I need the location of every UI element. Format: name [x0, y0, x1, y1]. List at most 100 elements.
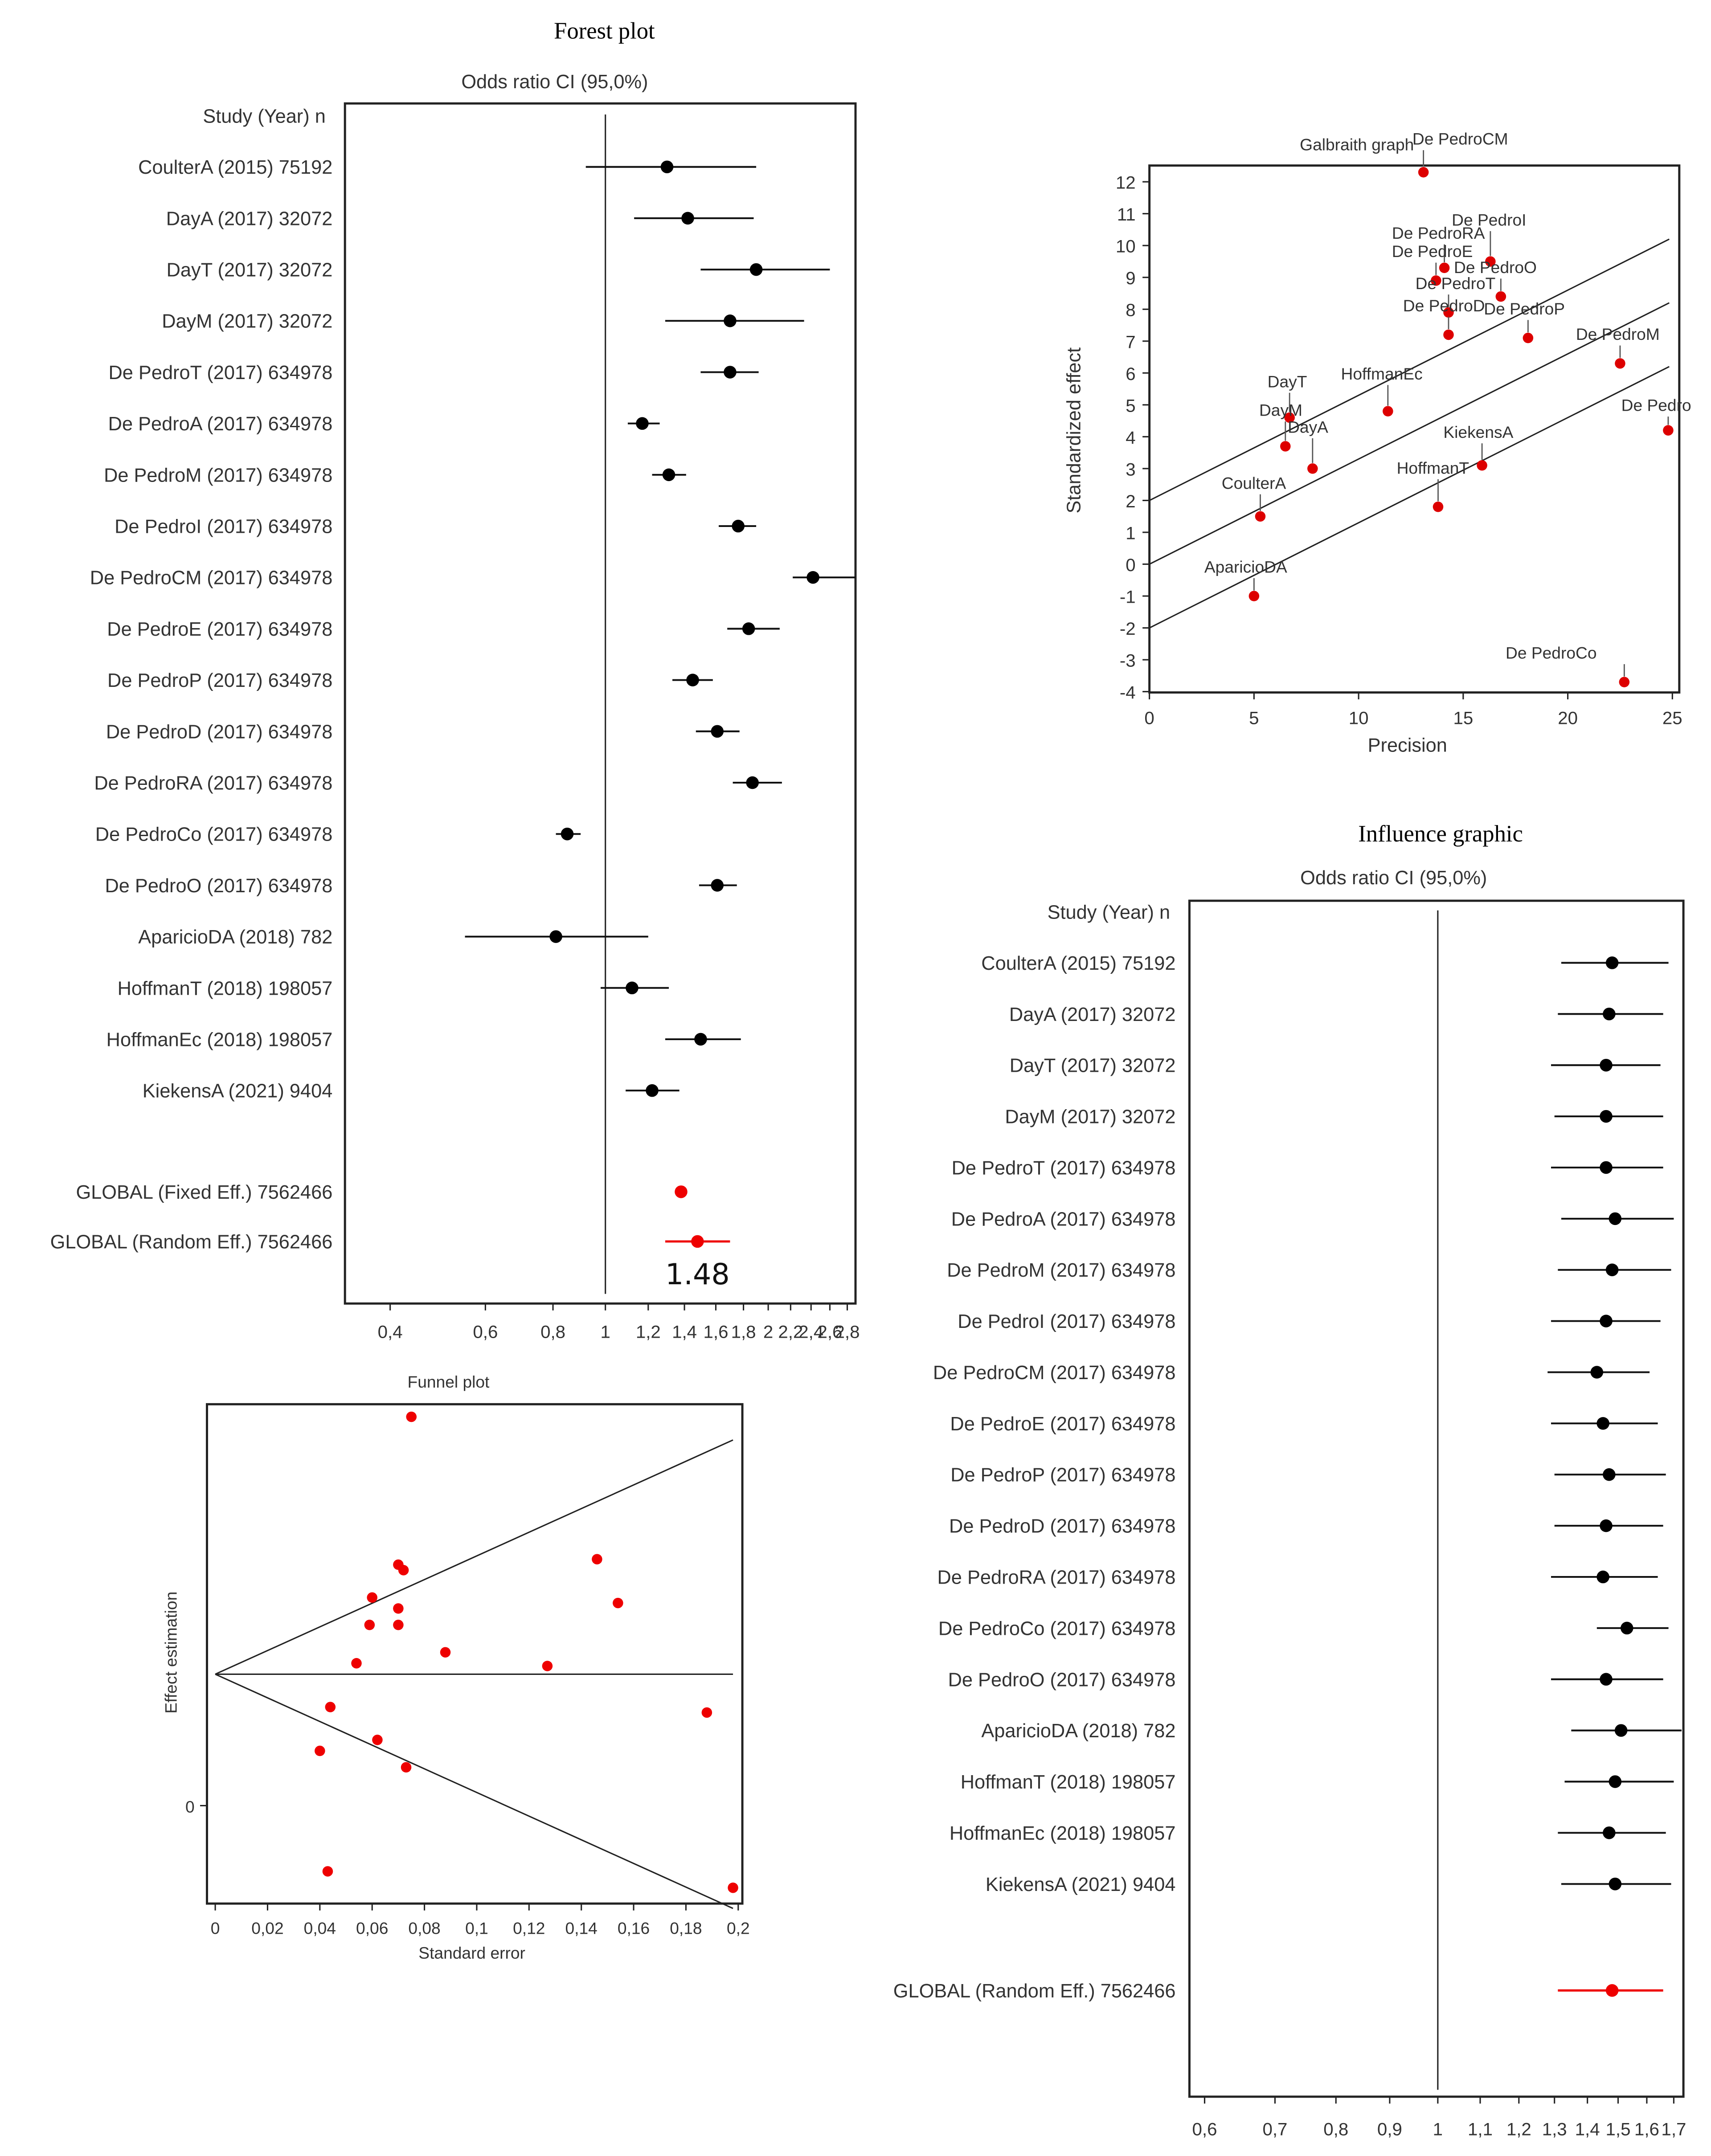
funnel-point	[322, 1866, 333, 1877]
galbraith-point	[1443, 307, 1454, 318]
galbraith-y-tick-label: 7	[1126, 332, 1135, 352]
forest-study-label: De PedroA (2017) 634978	[108, 413, 333, 435]
galbraith-y-tick-label: 0	[1126, 555, 1135, 575]
forest-study-point	[626, 981, 639, 995]
forest-x-tick-label: 2,6	[817, 1322, 842, 1342]
funnel-x-tick-label: 0	[211, 1919, 220, 1937]
forest-study-point	[746, 776, 759, 789]
forest-x-tick-label: 2,8	[835, 1322, 860, 1342]
galbraith-y-tick-label: 3	[1126, 459, 1135, 479]
forest-x-tick-label: 2	[763, 1322, 773, 1342]
influence-x-tick-label: 1,1	[1468, 2119, 1493, 2140]
galbraith-y-tick-label: 9	[1126, 268, 1135, 288]
galbraith-point	[1443, 329, 1454, 340]
influence-study-label: CoulterA (2015) 75192	[981, 953, 1175, 974]
forest-study-label: DayT (2017) 32072	[167, 260, 333, 281]
influence-study-label: HoffmanT (2018) 198057	[961, 1772, 1176, 1793]
influence-x-tick-label: 1,7	[1661, 2119, 1686, 2140]
galbraith-point-label: HoffmanEc	[1341, 364, 1423, 383]
galbraith-point-label: DayA	[1288, 417, 1328, 436]
galbraith-y-tick-label: 11	[1117, 204, 1136, 225]
funnel-y-axis-label: Effect estimation	[161, 1592, 180, 1714]
galbraith-y-tick-label: 12	[1116, 173, 1136, 193]
influence-x-tick-label: 0,8	[1323, 2119, 1348, 2140]
forest-x-tick-label: 1,4	[672, 1322, 697, 1342]
galbraith-point-label: De PedroO	[1454, 258, 1537, 277]
galbraith-point-label: De PedroT	[1416, 274, 1496, 293]
galbraith-y-tick-label: 2	[1126, 491, 1135, 511]
influence-study-point	[1614, 1724, 1628, 1737]
funnel-point	[393, 1619, 404, 1630]
galbraith-y-tick-label: 8	[1126, 300, 1135, 320]
funnel-x-tick-label: 0,1	[465, 1919, 488, 1937]
influence-plot: Influence graphic Odds ratio CI (95,0%) St…	[893, 821, 1686, 2140]
galbraith-point	[1495, 291, 1506, 302]
funnel-x-tick-label: 0,16	[618, 1919, 650, 1937]
influence-study-point	[1603, 1826, 1616, 1839]
influence-plot-frame	[1188, 899, 1685, 2098]
influence-study-label: HoffmanEc (2018) 198057	[950, 1823, 1176, 1844]
influence-study-label: De PedroO (2017) 634978	[948, 1669, 1176, 1690]
forest-x-tick-label: 1,6	[704, 1322, 729, 1342]
influence-study-label: De PedroCM (2017) 634978	[933, 1362, 1176, 1384]
galbraith-title: Galbraith graph	[1300, 135, 1414, 154]
influence-study-point	[1600, 1519, 1613, 1532]
galbraith-plot: 0 5 10 15 20 25-4-3-2-10123456789101112Precis…	[1064, 130, 1691, 756]
influence-plot-title: Influence graphic	[1358, 821, 1523, 847]
influence-study-label: De PedroRA (2017) 634978	[937, 1567, 1176, 1588]
galbraith-point-label: KiekensA	[1443, 423, 1513, 441]
influence-global-label: GLOBAL (Random Eff.) 7562466	[893, 1980, 1176, 2002]
forest-study-label: CoulterA (2015) 75192	[138, 157, 332, 178]
forest-global-label: GLOBAL (Fixed Eff.) 7562466	[76, 1182, 332, 1203]
forest-x-tick-label: 0,6	[473, 1322, 498, 1342]
galbraith-point-label: DayT	[1268, 372, 1307, 391]
galbraith-point	[1418, 167, 1429, 178]
funnel-x-tick-label: 0,12	[513, 1919, 545, 1937]
influence-study-point	[1590, 1366, 1604, 1379]
funnel-lower-limit	[215, 1673, 733, 1909]
influence-plot-header: Study (Year) n	[1048, 902, 1170, 923]
forest-study-point	[732, 519, 745, 533]
galbraith-x-tick-label: 15	[1453, 708, 1473, 728]
forest-study-label: HoffmanT (2018) 198057	[118, 978, 333, 999]
influence-study-point	[1605, 1263, 1619, 1276]
influence-x-tick-label: 1	[1433, 2119, 1443, 2140]
funnel-point	[542, 1661, 553, 1671]
forest-plot-header: Study (Year) n	[203, 106, 325, 127]
influence-x-tick-label: 1,2	[1506, 2119, 1531, 2140]
influence-study-point	[1609, 1878, 1622, 1891]
influence-study-point	[1609, 1775, 1622, 1788]
forest-study-point	[711, 725, 724, 738]
influence-x-tick-label: 0,6	[1192, 2119, 1217, 2140]
galbraith-y-axis-label: Standardized effect	[1064, 347, 1085, 514]
galbraith-point	[1439, 262, 1450, 274]
funnel-point	[398, 1565, 409, 1576]
funnel-point	[728, 1882, 738, 1893]
influence-study-label: DayA (2017) 32072	[1009, 1004, 1176, 1025]
forest-study-point	[806, 571, 819, 584]
galbraith-point	[1663, 425, 1674, 436]
influence-study-point	[1596, 1570, 1609, 1584]
galbraith-y-tick-label: 5	[1126, 396, 1135, 416]
galbraith-x-tick-label: 10	[1349, 708, 1369, 728]
forest-study-point	[742, 622, 755, 635]
forest-study-point	[724, 366, 737, 379]
influence-study-point	[1600, 1673, 1613, 1686]
galbraith-point	[1523, 332, 1534, 343]
funnel-x-axis-label: Standard error	[418, 1944, 525, 1962]
forest-study-label: De PedroE (2017) 634978	[107, 619, 332, 640]
galbraith-frame	[1148, 164, 1681, 694]
influence-study-label: De PedroD (2017) 634978	[949, 1516, 1175, 1537]
forest-study-label: HoffmanEc (2018) 198057	[106, 1029, 333, 1050]
forest-study-point	[660, 160, 674, 173]
funnel-point	[393, 1603, 404, 1614]
galbraith-point-label: De PedroCM	[1412, 130, 1508, 148]
funnel-plot-title: Funnel plot	[408, 1372, 490, 1391]
galbraith-regression-line	[1149, 238, 1670, 501]
influence-x-tick-label: 0,9	[1377, 2119, 1402, 2140]
forest-study-point	[694, 1033, 707, 1046]
forest-x-tick-label: 1,2	[636, 1322, 661, 1342]
forest-global-point	[675, 1185, 688, 1198]
influence-study-label: KiekensA (2021) 9404	[986, 1874, 1176, 1895]
